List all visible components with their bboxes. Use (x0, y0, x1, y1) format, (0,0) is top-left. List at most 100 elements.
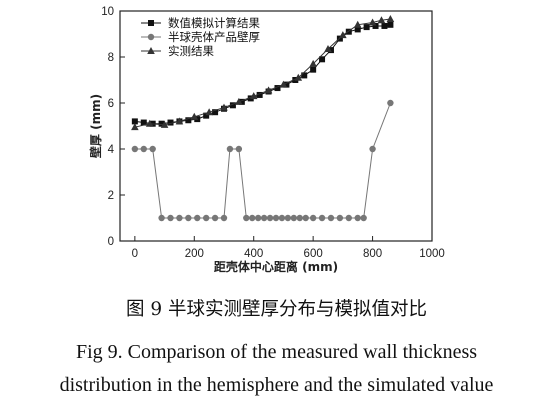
legend-square-marker (148, 20, 154, 26)
data-point-circle-marker (284, 214, 292, 222)
data-point-square-marker (203, 112, 210, 119)
y-tick-label: 10 (101, 6, 114, 18)
x-tick-label: 600 (304, 248, 323, 260)
data-point-circle-marker (290, 214, 298, 222)
x-tick-label: 400 (244, 248, 263, 260)
data-point-square-marker (354, 26, 361, 33)
data-point-square-marker (363, 24, 370, 31)
x-tick-label: 800 (363, 248, 382, 260)
data-point-triangle-marker (386, 15, 395, 23)
data-point-circle-marker (185, 214, 192, 222)
data-point-square-marker (158, 120, 165, 127)
data-point-triangle-marker (324, 44, 332, 52)
data-point-triangle-marker (309, 59, 317, 67)
legend-item: 实测结果 (141, 44, 214, 58)
series-3 (131, 15, 395, 131)
data-point-circle-marker (369, 145, 376, 153)
data-point-circle-marker (254, 214, 262, 222)
y-tick-label: 8 (108, 52, 114, 64)
data-point-circle-marker (235, 145, 243, 153)
data-point-square-marker (131, 118, 138, 125)
y-axis-label: 壁厚 (mm) (88, 94, 103, 158)
ticks-layer: 0 200 400 600 800 1000 0 2 4 6 8 10 (101, 6, 445, 260)
data-point-circle-marker (354, 214, 361, 222)
x-tick-label: 1000 (419, 248, 445, 260)
data-point-triangle-marker (175, 117, 184, 125)
data-point-circle-marker (167, 214, 174, 222)
series-2 (131, 99, 394, 222)
y-tick-label: 2 (108, 190, 114, 202)
data-point-triangle-marker (368, 18, 377, 26)
data-point-square-marker (310, 66, 317, 73)
x-tick-label: 200 (185, 248, 204, 260)
data-point-square-marker (345, 28, 352, 35)
data-point-circle-marker (318, 214, 326, 222)
data-point-triangle-marker (160, 120, 169, 128)
data-point-circle-marker (211, 214, 219, 222)
data-point-square-marker (387, 21, 394, 28)
legend-label: 数值模拟计算结果 (168, 16, 260, 30)
legend-circle-marker (147, 33, 155, 41)
legend-item: 数值模拟计算结果 (141, 16, 260, 30)
data-point-circle-marker (296, 214, 303, 222)
data-point-circle-marker (387, 99, 394, 107)
data-point-circle-marker (220, 214, 228, 222)
y-tick-label: 0 (108, 236, 114, 248)
data-point-circle-marker (260, 214, 268, 222)
data-point-circle-marker (309, 214, 317, 222)
data-point-square-marker (167, 119, 174, 126)
data-point-triangle-marker (353, 20, 362, 28)
data-point-triangle-marker (235, 97, 243, 105)
data-point-triangle-marker (279, 80, 288, 88)
legend-label: 半球壳体产品壁厚 (168, 30, 260, 44)
data-point-square-marker (274, 85, 281, 92)
data-point-circle-marker (249, 214, 256, 222)
data-point-circle-marker (360, 214, 367, 222)
data-point-square-marker (229, 102, 236, 109)
data-point-triangle-marker (220, 103, 228, 111)
data-point-square-marker (381, 22, 388, 29)
data-point-circle-marker (149, 145, 156, 153)
data-point-circle-marker (131, 145, 139, 153)
data-point-triangle-marker (190, 112, 199, 120)
data-point-circle-marker (243, 214, 250, 222)
legend-item: 半球壳体产品壁厚 (141, 30, 260, 44)
data-point-circle-marker (158, 214, 165, 222)
data-point-triangle-marker (377, 16, 386, 24)
data-point-square-marker (140, 119, 147, 126)
data-point-circle-marker (194, 214, 201, 222)
data-point-circle-marker (266, 214, 274, 222)
data-point-triangle-marker (205, 108, 213, 116)
data-point-circle-marker (327, 214, 335, 222)
data-point-triangle-marker (294, 73, 303, 81)
data-point-circle-marker (272, 214, 280, 222)
data-point-square-marker (301, 72, 308, 79)
data-point-circle-marker (226, 145, 234, 153)
y-tick-label: 6 (108, 98, 114, 110)
data-point-triangle-marker (339, 31, 347, 39)
data-point-square-marker (256, 91, 263, 98)
data-point-circle-marker (176, 214, 183, 222)
data-point-square-marker (372, 22, 379, 29)
data-point-triangle-marker (249, 92, 258, 100)
legend-triangle-marker (147, 47, 155, 54)
data-point-square-marker (185, 117, 192, 124)
y-tick-label: 4 (108, 144, 115, 156)
data-point-circle-marker (140, 145, 147, 153)
x-axis-label: 距壳体中心距离 (mm) (214, 259, 338, 274)
plot-frame (119, 10, 433, 242)
data-point-square-marker (319, 56, 326, 63)
data-point-square-marker (327, 47, 334, 54)
legend-label: 实测结果 (168, 44, 214, 58)
data-point-circle-marker (345, 214, 352, 222)
series-layer (131, 15, 395, 222)
figure-caption-english-line1: Fig 9. Comparison of the measured wall t… (75, 341, 478, 363)
data-point-circle-marker (302, 214, 309, 222)
chart: 距壳体中心距离 (mm) 壁厚 (mm) 0 200 400 600 800 1000 0 2… (88, 6, 445, 274)
data-point-square-marker (238, 98, 245, 105)
data-point-triangle-marker (264, 86, 273, 94)
x-tick-label: 0 (132, 248, 138, 260)
data-point-square-marker (212, 109, 219, 116)
data-point-triangle-marker (131, 123, 139, 131)
